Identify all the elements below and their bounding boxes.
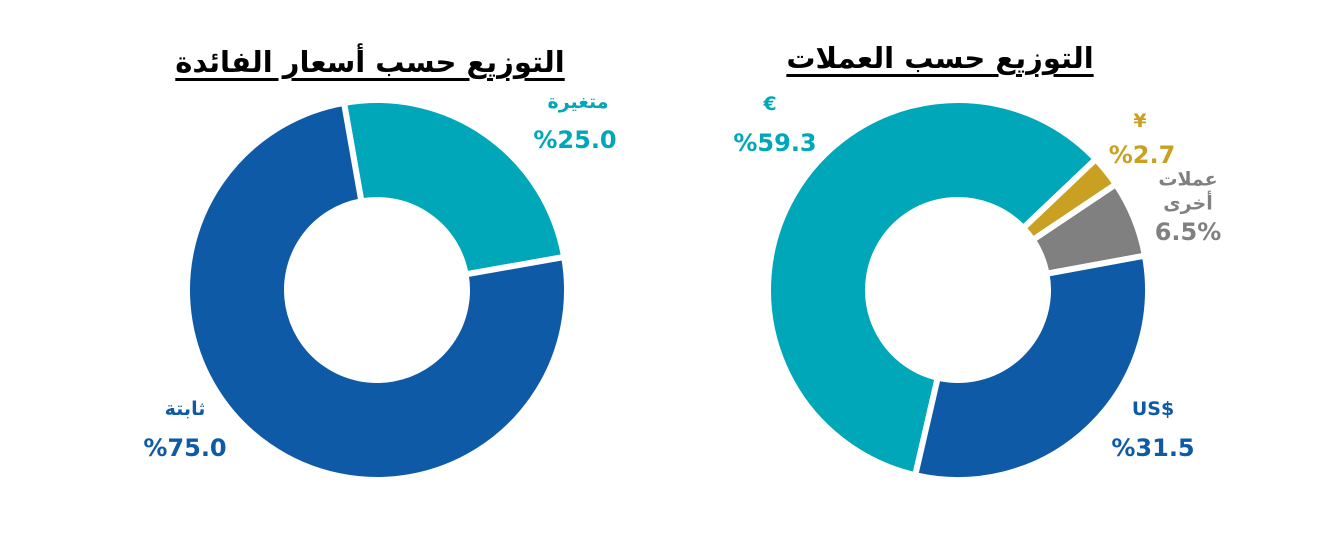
value-label: %25.0 [533,126,617,154]
donut-segment [911,252,1152,483]
donut-segment [340,97,568,278]
value-label: %75.0 [143,434,227,462]
category-label: متغيرة [547,91,609,114]
category-label: $US [1131,398,1175,421]
value-label: %59.3 [733,129,817,157]
category-label: € [763,93,777,116]
chart-title: التوزيع حسب العملات [786,41,1094,75]
donut-segment [184,99,570,483]
category-label: ¥ [1133,110,1147,133]
donut-segment [765,97,1101,479]
chart-title: التوزيع حسب أسعار الفائدة [175,45,565,79]
value-label: %2.7 [1108,141,1176,169]
category-label: عملات أخرى [1158,168,1218,214]
value-label: 6.5% [1154,218,1222,246]
value-label: %31.5 [1111,434,1195,462]
category-label: ثابتة [164,398,206,421]
